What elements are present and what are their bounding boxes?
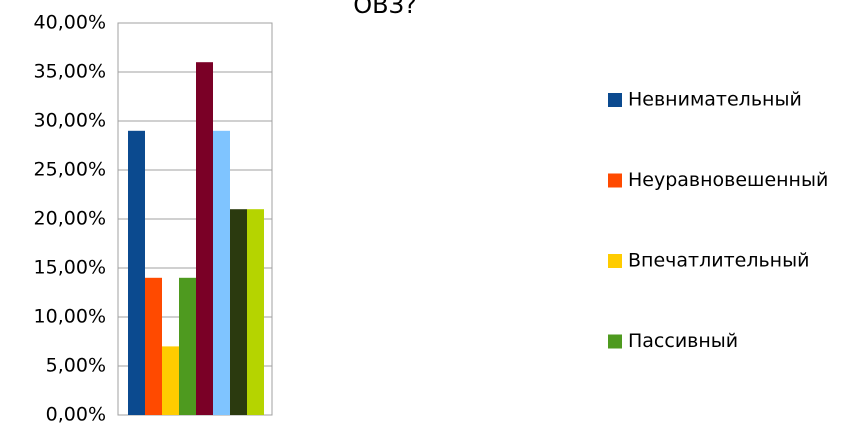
legend-swatch bbox=[608, 173, 622, 188]
legend-label: Невнимательный bbox=[628, 89, 802, 111]
y-tick-label: 40,00% bbox=[34, 12, 106, 34]
y-tick-label: 15,00% bbox=[34, 257, 106, 279]
chart-title: ОВЗ? bbox=[353, 0, 416, 19]
bar bbox=[179, 277, 196, 415]
y-tick-label: 5,00% bbox=[46, 355, 106, 377]
legend-label: Впечатлительный bbox=[628, 250, 809, 272]
legend-swatch bbox=[608, 254, 622, 268]
legend-label: Пассивный bbox=[628, 330, 738, 352]
bar bbox=[230, 209, 247, 415]
y-tick-label: 0,00% bbox=[46, 404, 106, 426]
y-tick-label: 20,00% bbox=[34, 208, 106, 230]
y-tick-label: 10,00% bbox=[34, 306, 106, 328]
y-tick-label: 25,00% bbox=[34, 159, 106, 181]
bar bbox=[196, 62, 213, 415]
bar bbox=[145, 277, 162, 415]
bar bbox=[213, 130, 230, 416]
bar bbox=[128, 130, 145, 416]
legend-swatch bbox=[608, 93, 622, 107]
bar bbox=[162, 346, 179, 415]
legend-label: Неуравновешенный bbox=[628, 169, 828, 191]
y-tick-label: 30,00% bbox=[34, 110, 106, 132]
bar bbox=[247, 209, 264, 415]
y-tick-label: 35,00% bbox=[34, 61, 106, 83]
legend-swatch bbox=[608, 334, 622, 349]
